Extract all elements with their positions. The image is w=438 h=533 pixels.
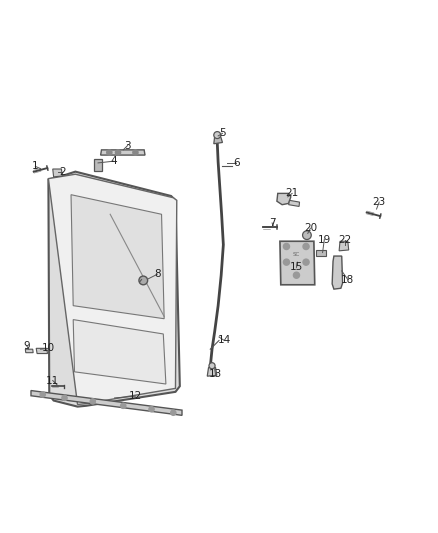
Polygon shape bbox=[71, 195, 164, 319]
Circle shape bbox=[283, 244, 290, 249]
Text: 7: 7 bbox=[269, 218, 276, 228]
Circle shape bbox=[293, 272, 300, 278]
Text: 11: 11 bbox=[46, 376, 60, 385]
Polygon shape bbox=[31, 391, 182, 415]
Circle shape bbox=[62, 395, 67, 400]
Text: 18: 18 bbox=[341, 274, 354, 285]
Polygon shape bbox=[48, 174, 177, 405]
Circle shape bbox=[171, 410, 176, 415]
Polygon shape bbox=[101, 150, 145, 155]
Polygon shape bbox=[289, 200, 300, 206]
Circle shape bbox=[107, 150, 112, 155]
Text: 3: 3 bbox=[124, 141, 131, 150]
Text: 5: 5 bbox=[219, 128, 226, 139]
Polygon shape bbox=[53, 169, 62, 177]
Circle shape bbox=[133, 150, 138, 155]
Polygon shape bbox=[73, 320, 166, 384]
Text: 15: 15 bbox=[290, 262, 303, 272]
Text: 2: 2 bbox=[59, 167, 66, 176]
Circle shape bbox=[303, 231, 311, 239]
Circle shape bbox=[303, 244, 309, 249]
Polygon shape bbox=[36, 349, 47, 353]
Text: 4: 4 bbox=[110, 156, 117, 166]
Text: 12: 12 bbox=[129, 391, 142, 401]
Text: 6: 6 bbox=[233, 158, 240, 168]
Polygon shape bbox=[48, 172, 180, 407]
Circle shape bbox=[209, 362, 215, 369]
Text: 8: 8 bbox=[154, 269, 160, 279]
Polygon shape bbox=[317, 250, 325, 256]
Circle shape bbox=[40, 392, 46, 397]
Text: 23: 23 bbox=[373, 197, 386, 207]
Circle shape bbox=[214, 132, 221, 139]
Polygon shape bbox=[277, 193, 291, 205]
Polygon shape bbox=[207, 367, 217, 376]
Polygon shape bbox=[332, 256, 343, 289]
Circle shape bbox=[139, 276, 148, 285]
Text: 1: 1 bbox=[32, 161, 39, 172]
Circle shape bbox=[149, 407, 154, 412]
Circle shape bbox=[283, 259, 290, 265]
Text: 10: 10 bbox=[42, 343, 55, 353]
Text: 13: 13 bbox=[209, 369, 222, 379]
Polygon shape bbox=[94, 159, 102, 171]
Text: 22: 22 bbox=[339, 235, 352, 245]
Text: 21: 21 bbox=[286, 188, 299, 198]
Text: 14: 14 bbox=[218, 335, 231, 345]
Text: 19: 19 bbox=[318, 235, 331, 245]
Circle shape bbox=[90, 399, 95, 404]
Text: 20: 20 bbox=[304, 223, 317, 233]
Polygon shape bbox=[25, 349, 33, 353]
Circle shape bbox=[303, 259, 309, 265]
Text: SC: SC bbox=[293, 252, 300, 257]
Polygon shape bbox=[214, 137, 223, 144]
Polygon shape bbox=[339, 241, 349, 251]
Circle shape bbox=[116, 150, 120, 155]
Text: 9: 9 bbox=[23, 341, 30, 351]
Polygon shape bbox=[280, 241, 315, 285]
Circle shape bbox=[120, 403, 126, 408]
